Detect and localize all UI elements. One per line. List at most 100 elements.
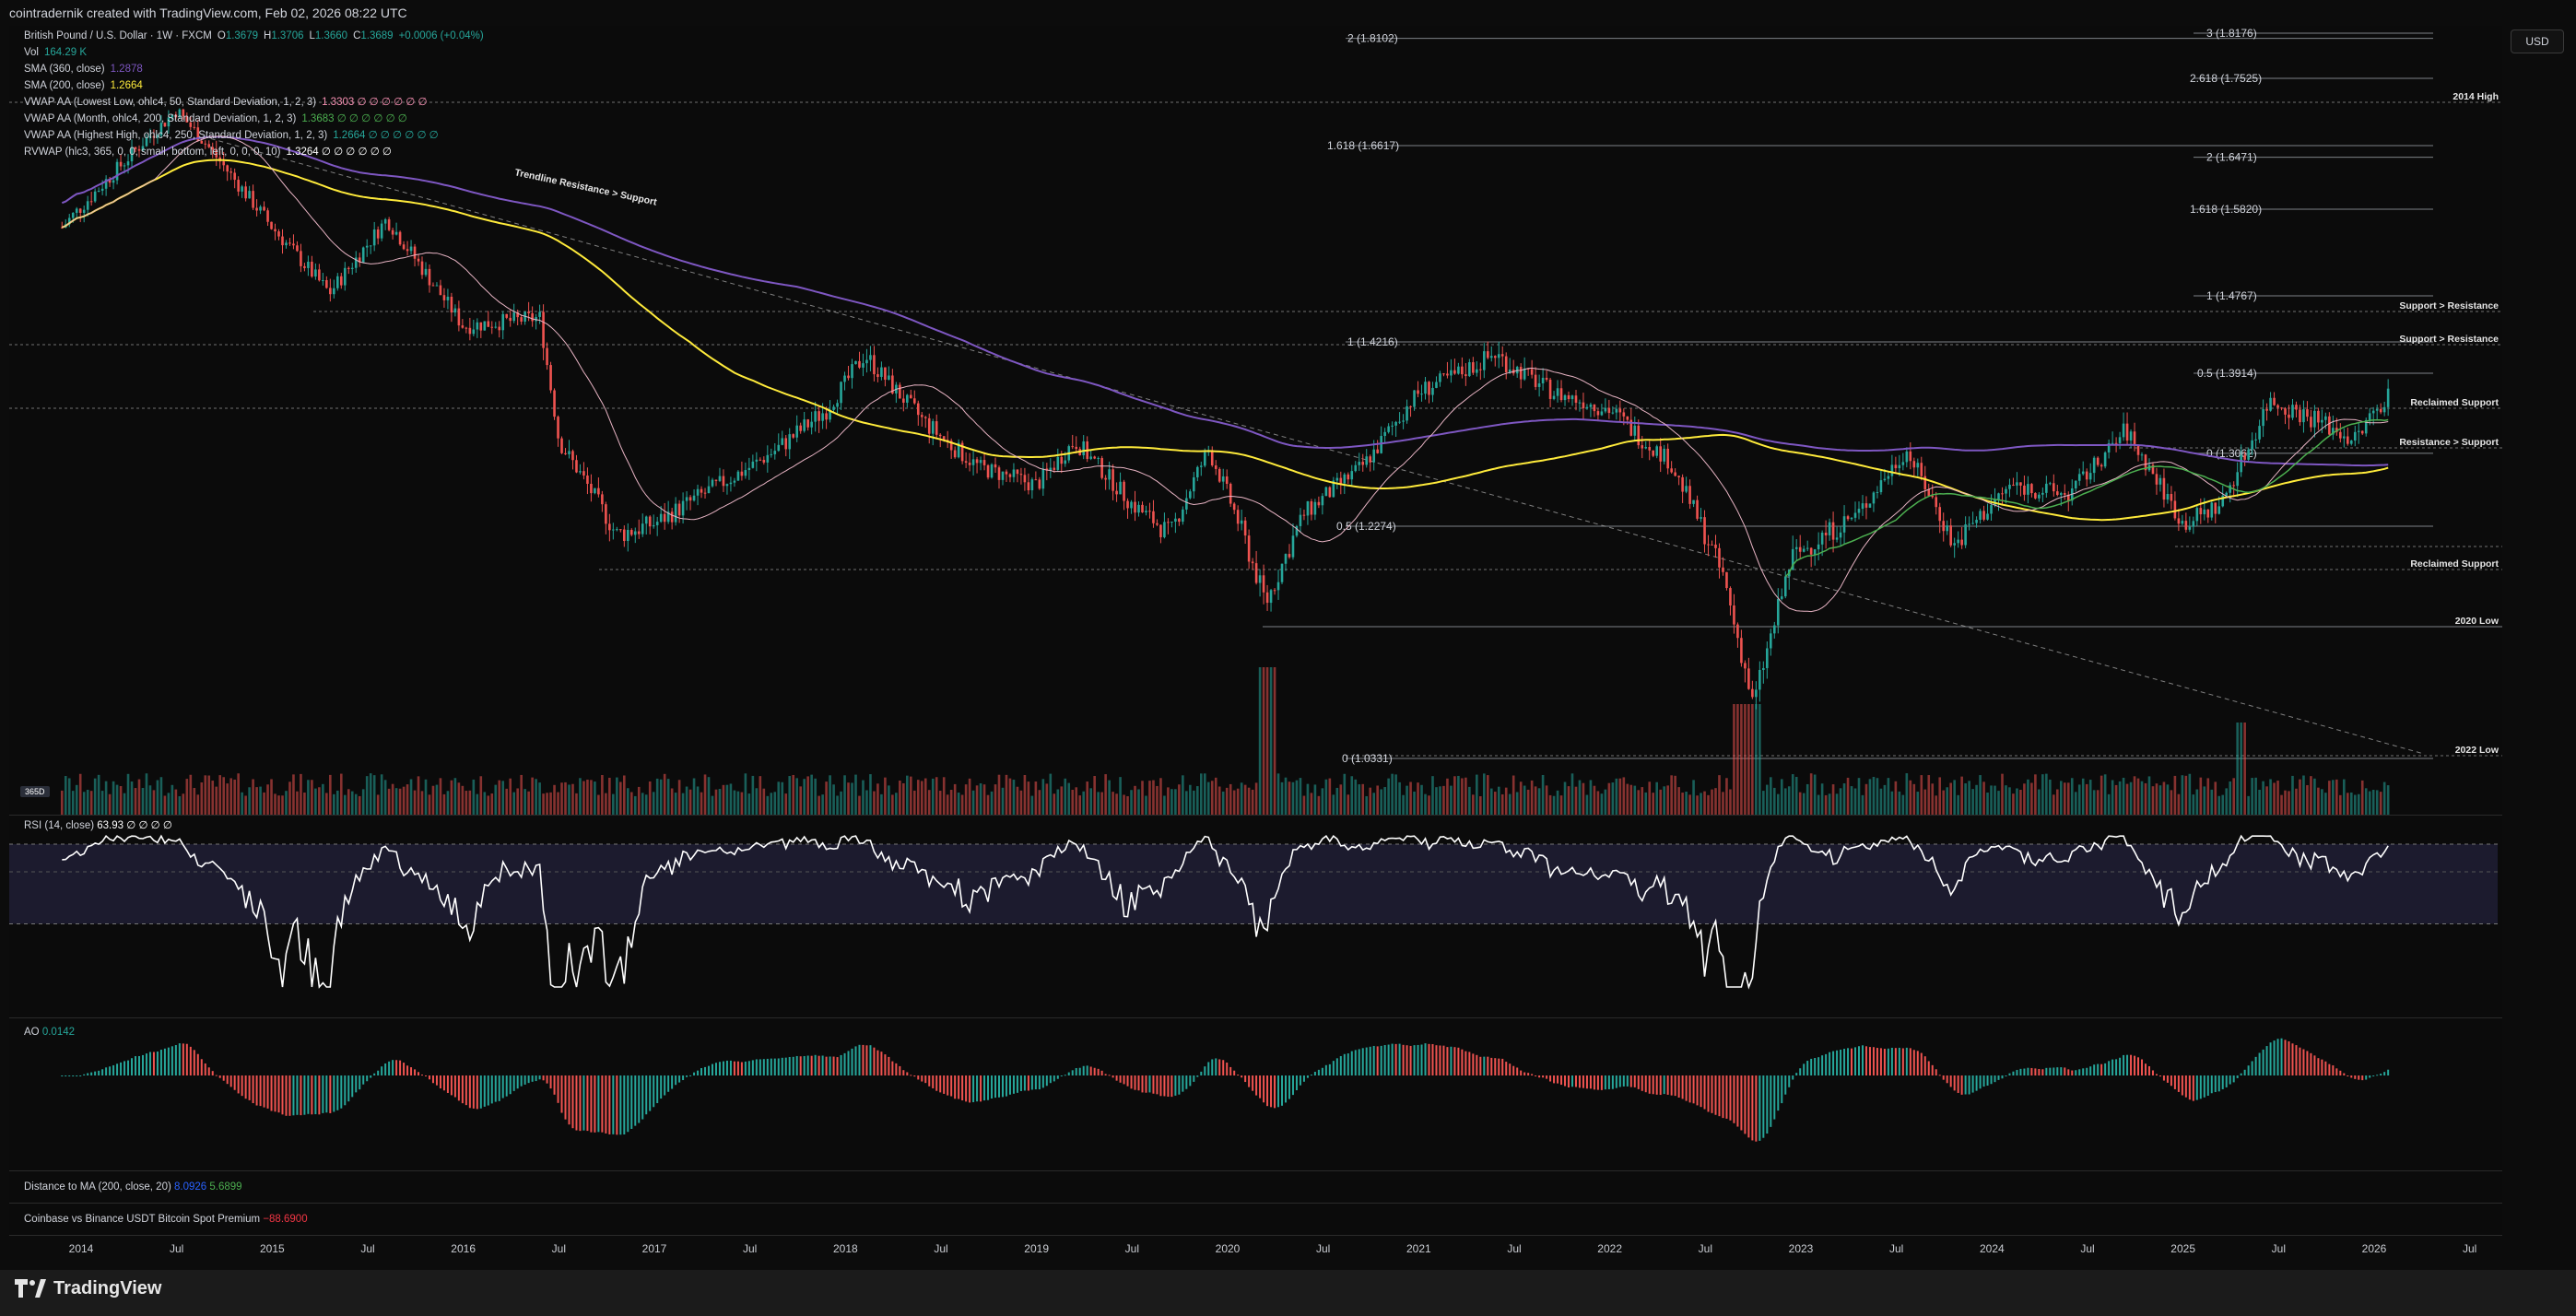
candle-body: [1457, 366, 1460, 374]
fib-label-b: 1.618 (1.6617): [1327, 139, 1399, 152]
volume-bar: [814, 778, 817, 815]
premium-pane[interactable]: Coinbase vs Binance USDT Bitcoin Spot Pr…: [9, 1204, 2502, 1236]
ao-bar: [884, 1054, 887, 1075]
volume-bar: [1461, 778, 1464, 815]
volume-bar: [1163, 795, 1166, 815]
ao-bar: [329, 1075, 332, 1113]
ao-bar: [1512, 1065, 1515, 1075]
ao-bar: [501, 1075, 504, 1099]
candle-body: [137, 148, 141, 151]
volume-bar: [2306, 784, 2309, 815]
vwap-lowest-low-line: [62, 135, 2389, 613]
legend-line-2[interactable]: SMA (200, close) 1.2664: [24, 77, 484, 94]
candle-body: [1853, 512, 1857, 518]
rsi-chart[interactable]: 80.0060.0040.0028.0022.0017.00: [9, 816, 2502, 1017]
candle-body: [2254, 439, 2257, 441]
ao-bar: [987, 1075, 990, 1100]
ao-bar: [958, 1075, 960, 1099]
candle-body: [376, 229, 380, 239]
ao-chart[interactable]: 0.05000.0000−0.0500−0.1000: [9, 1018, 2502, 1170]
price-chart[interactable]: 2 (1.8102)1.618 (1.6617)1 (1.4216)0.5 (1…: [9, 26, 2502, 815]
candle-body: [2100, 464, 2103, 467]
candle-body: [1692, 499, 1695, 504]
ao-bar: [1971, 1075, 1974, 1093]
candles: [60, 108, 2390, 710]
candle-body: [1339, 477, 1343, 484]
candle-body: [196, 127, 200, 141]
candle-body: [1145, 511, 1147, 512]
candle-body: [784, 438, 788, 450]
candle-body: [1134, 501, 1136, 513]
time-axis[interactable]: 2014 Jul 2015 Jul 2016 Jul 2017 Jul 2018 Jul 2019 J…: [9, 1237, 2502, 1261]
ao-bar: [2251, 1061, 2253, 1075]
volume-bar: [711, 795, 714, 815]
candle-body: [1210, 450, 1214, 465]
volume-bar: [1225, 787, 1229, 815]
volume-bar: [825, 781, 828, 815]
candle-body: [314, 269, 317, 277]
volume-bar: [1182, 775, 1184, 815]
volume-bar: [2332, 780, 2335, 815]
volume-bar: [494, 784, 498, 815]
candle-body: [182, 109, 185, 116]
volume-bar: [1232, 790, 1236, 815]
volume-bar: [1486, 775, 1489, 815]
candle-body: [431, 285, 435, 287]
ao-bar: [1299, 1075, 1301, 1086]
ao-bar: [446, 1075, 449, 1093]
ao-bar: [2041, 1069, 2044, 1075]
legend-line-0[interactable]: Vol 164.29 K: [24, 44, 484, 61]
volume-bar: [1041, 779, 1045, 815]
ao-bar: [788, 1056, 791, 1075]
legend-line-value: 1.3683 ∅ ∅ ∅ ∅ ∅ ∅: [301, 113, 407, 124]
ao-bar: [2299, 1047, 2301, 1075]
candle-body: [78, 208, 82, 213]
ao-bar: [2295, 1045, 2298, 1075]
ao-bar: [1851, 1048, 1853, 1075]
volume-bar: [171, 784, 174, 815]
volume-bar: [1622, 777, 1626, 815]
ao-bar: [2078, 1069, 2081, 1075]
candle-body: [1770, 633, 1772, 649]
legend-line-5[interactable]: VWAP AA (Highest High, ohlc4, 250, Stand…: [24, 127, 484, 144]
volume-bar: [1217, 786, 1221, 815]
ao-bar: [1879, 1048, 1882, 1075]
volume-bar: [619, 781, 622, 815]
distance-ma-pane[interactable]: Distance to MA (200, close, 20) 8.0926 5…: [9, 1171, 2502, 1204]
candle-body: [2096, 457, 2100, 465]
rsi-pane[interactable]: 80.0060.0040.0028.0022.0017.00 RSI (14, …: [9, 816, 2502, 1018]
legend-line-4[interactable]: VWAP AA (Month, ohlc4, 200, Standard Dev…: [24, 111, 484, 127]
candle-body: [123, 165, 126, 167]
ao-bar: [2158, 1075, 2161, 1077]
ao-bar: [1030, 1075, 1033, 1090]
candle-body: [608, 523, 611, 531]
volume-bar: [1759, 704, 1761, 815]
legend-line-3[interactable]: VWAP AA (Lowest Low, ohlc4, 50, Standard…: [24, 94, 484, 111]
ao-bar: [171, 1046, 173, 1075]
candle-body: [2041, 492, 2044, 495]
ao-bar: [182, 1043, 184, 1075]
candle-body: [1563, 394, 1567, 401]
rsi-label: RSI (14, close): [24, 820, 95, 831]
ao-bar: [1847, 1048, 1850, 1075]
candle-body: [938, 434, 942, 437]
candle-body: [1104, 477, 1107, 480]
vwap-month-line: [1784, 418, 2389, 578]
legend-line-1[interactable]: SMA (360, close) 1.2878: [24, 61, 484, 77]
tradingview-logo[interactable]: TradingView: [15, 1276, 161, 1300]
volume-bar: [1420, 784, 1423, 815]
price-pane[interactable]: 2 (1.8102) 1.618 (1.6617) 1 (1.4216) 0.5 (1…: [9, 26, 2502, 816]
legend-line-6[interactable]: RVWAP (hlc3, 365, 0, 0, small, bottom, l…: [24, 144, 484, 160]
currency-button[interactable]: USD: [2511, 29, 2564, 53]
ao-bar: [773, 1058, 776, 1075]
ao-pane[interactable]: 0.05000.0000−0.0500−0.1000 AO 0.0142: [9, 1018, 2502, 1171]
candle-body: [714, 479, 718, 481]
symbol-name[interactable]: British Pound / U.S. Dollar · 1W · FXCM: [24, 30, 212, 41]
ao-bar: [1259, 1075, 1262, 1099]
candle-body: [1722, 567, 1724, 572]
volume-bar: [2012, 793, 2015, 815]
ao-bar: [1655, 1075, 1658, 1095]
time-tick: Jul: [2271, 1242, 2286, 1255]
ao-bar: [424, 1075, 427, 1076]
volume-bar: [920, 781, 923, 815]
